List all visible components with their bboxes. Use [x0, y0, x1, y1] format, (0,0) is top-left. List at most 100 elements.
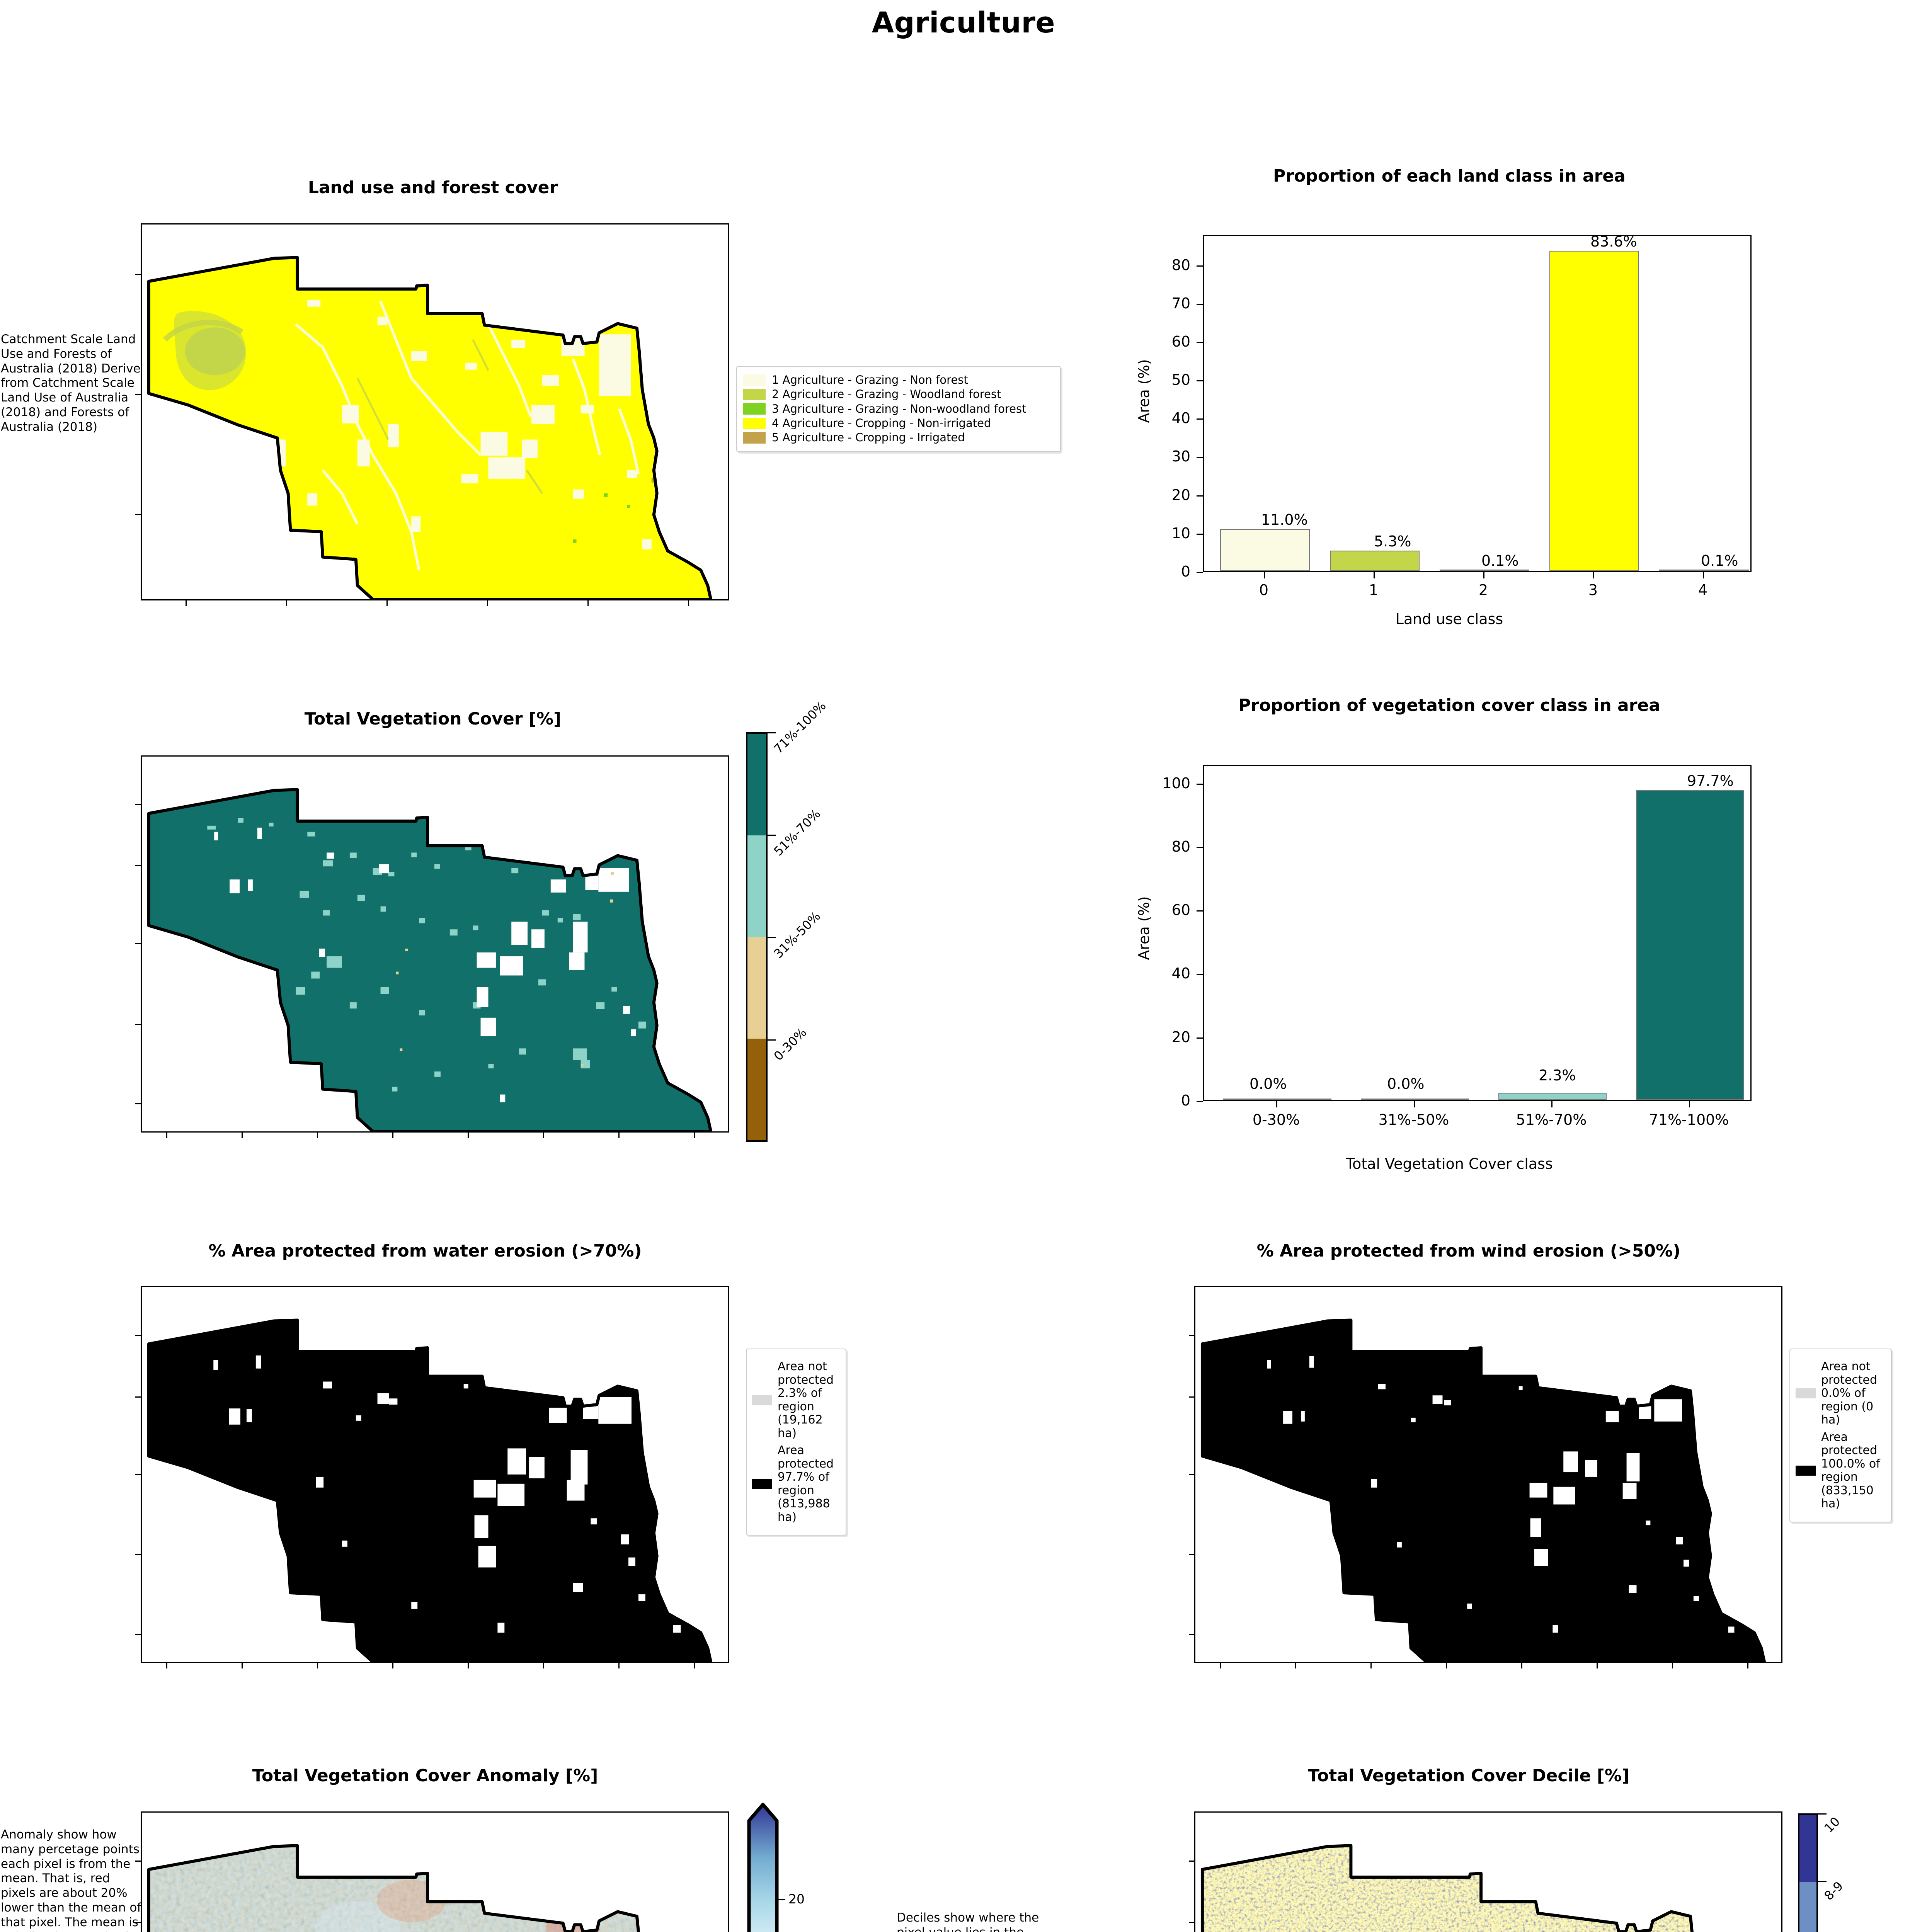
wind-erosion-map-xtick [1672, 1663, 1673, 1668]
ytick-label-70: 70 [1171, 295, 1190, 312]
ytick-mark [1197, 380, 1203, 381]
legend-item: Area not protected 0.0% of region (0 ha) [1796, 1360, 1886, 1427]
veg-cover-map-ytick [135, 865, 141, 866]
ytick-mark [1197, 534, 1203, 535]
veg-cover-map-xtick [694, 1133, 695, 1138]
bar-label-land-class-2: 0.1% [1481, 552, 1519, 569]
bar-veg-class-2 [1498, 1093, 1607, 1100]
land-use-map-xtick [587, 600, 589, 606]
xtick-label-3: 3 [1588, 582, 1598, 599]
veg-cover-map-xtick [392, 1133, 393, 1138]
anomaly-map-caption: Anomaly show how many percetage points e… [1, 1828, 141, 1932]
ytick-label-50: 50 [1171, 371, 1190, 388]
veg-cover-map-xtick [618, 1133, 620, 1138]
water-erosion-map-ytick [135, 1335, 141, 1336]
wind-erosion-map-xtick [1220, 1663, 1221, 1668]
colorbar-segment-71-100 [747, 734, 766, 835]
bar-land-class-4 [1659, 570, 1749, 571]
legend-swatch-class-5 [743, 432, 766, 444]
wind-erosion-map-xtick [1370, 1663, 1372, 1668]
legend-label-class-1: 1 Agriculture - Grazing - Non forest [772, 373, 968, 386]
water-erosion-map-xtick [392, 1663, 393, 1668]
ytick-mark [1197, 495, 1203, 497]
decile-map [1194, 1811, 1782, 1932]
land-use-map-graphic [147, 256, 713, 599]
veg-colorbar-label-0-30: 0-30% [771, 1025, 810, 1064]
veg-cover-chart-xlabel: Total Vegetation Cover class [1346, 1155, 1553, 1172]
bar-land-class-2 [1440, 570, 1529, 571]
ytick-mark [1197, 304, 1203, 305]
land-use-map-ytick [135, 274, 141, 275]
ytick-label-0: 0 [1181, 1092, 1190, 1109]
ytick-mark [1197, 457, 1203, 458]
legend-item: 3 Agriculture - Grazing - Non-woodland f… [743, 402, 1054, 415]
water-erosion-legend: Area not protected 2.3% of region (19,16… [746, 1349, 846, 1536]
ytick-mark [1197, 1037, 1203, 1039]
bar-label-land-class-0: 11.0% [1261, 511, 1308, 528]
legend-label-protected: Area protected 97.7% of region (813,988 … [778, 1444, 834, 1524]
xtick-label-31-50: 31%-50% [1378, 1111, 1449, 1128]
water-erosion-map-ytick [135, 1474, 141, 1475]
veg-colorbar-tick [768, 1039, 776, 1041]
wind-erosion-map-ytick [1189, 1554, 1194, 1555]
anomaly-colorbar-wrap [744, 1801, 791, 1932]
veg-cover-colorbar [746, 732, 768, 1142]
ytick-mark [1197, 974, 1203, 975]
colorbar-segment-51-70 [747, 835, 766, 937]
land-use-map-xtick [487, 600, 488, 606]
anomaly-map-title: Total Vegetation Cover Anomaly [%] [252, 1766, 598, 1786]
land-class-plot-area: 11.0% 5.3% 0.1% 83.6% 0.1% [1203, 233, 1752, 572]
veg-cover-map-xtick [166, 1133, 167, 1138]
land-use-map-xtick [688, 600, 689, 606]
veg-cover-map [141, 755, 729, 1133]
ytick-mark [1197, 572, 1203, 573]
bar-land-class-1 [1330, 551, 1420, 571]
bar-label-land-class-1: 5.3% [1374, 533, 1411, 550]
veg-cover-map-ytick [135, 1103, 141, 1104]
decile-map-graphic [1200, 1844, 1765, 1932]
bar-veg-class-0 [1223, 1099, 1331, 1100]
xtick-label-71-100: 71%-100% [1649, 1111, 1729, 1128]
anomaly-colorbar-label-20: 20 [788, 1891, 805, 1906]
ytick-mark [1197, 847, 1203, 848]
colorbar-segment-0-30 [747, 1039, 766, 1140]
anomaly-map-ytick [135, 1861, 141, 1862]
legend-item: 4 Agriculture - Cropping - Non-irrigated [743, 417, 1054, 430]
colorbar-segment-31-50 [747, 937, 766, 1039]
xtick-mark [1414, 1101, 1415, 1107]
water-erosion-map-ytick [135, 1554, 141, 1555]
water-erosion-map-xtick [317, 1663, 318, 1668]
ytick-label-60: 60 [1171, 901, 1190, 918]
legend-label-class-4: 4 Agriculture - Cropping - Non-irrigated [772, 417, 991, 430]
legend-label-class-2: 2 Agriculture - Grazing - Woodland fores… [772, 388, 1001, 401]
colorbar-segment-8-9 [1799, 1882, 1816, 1932]
xtick-mark [1483, 572, 1484, 578]
ytick-mark [1197, 910, 1203, 912]
wind-erosion-map-ytick [1189, 1634, 1194, 1635]
veg-cover-map-ytick [135, 1024, 141, 1025]
xtick-mark [1551, 1101, 1552, 1107]
ytick-mark [1197, 1101, 1203, 1102]
legend-label-class-3: 3 Agriculture - Grazing - Non-woodland f… [772, 402, 1026, 415]
xtick-label-0: 0 [1259, 582, 1269, 599]
veg-cover-map-ytick [135, 804, 141, 805]
ytick-label-60: 60 [1171, 333, 1190, 350]
veg-cover-map-xtick [317, 1133, 318, 1138]
bar-label-veg-class-2: 2.3% [1539, 1067, 1576, 1084]
xtick-mark [1593, 572, 1594, 578]
land-class-bars [1204, 236, 1750, 571]
bar-land-class-0 [1220, 529, 1310, 571]
water-erosion-map-xtick [166, 1663, 167, 1668]
legend-swatch-protected [752, 1479, 772, 1489]
xtick-mark [1264, 572, 1265, 578]
land-class-chart: Proportion of each land class in area Ar… [1121, 166, 1778, 638]
legend-item: Area protected 100.0% of region (833,150… [1796, 1430, 1886, 1511]
land-class-chart-title: Proportion of each land class in area [1273, 166, 1626, 186]
land-use-map-xtick [286, 600, 287, 606]
water-erosion-map-ytick [135, 1634, 141, 1635]
veg-cover-bars [1204, 766, 1750, 1100]
decile-colorbar-label-10: 10 [1821, 1814, 1843, 1836]
xtick-mark [1374, 572, 1375, 578]
decile-colorbar-label-8-9: 8-9 [1821, 1878, 1846, 1903]
bar-veg-class-3 [1636, 790, 1744, 1100]
